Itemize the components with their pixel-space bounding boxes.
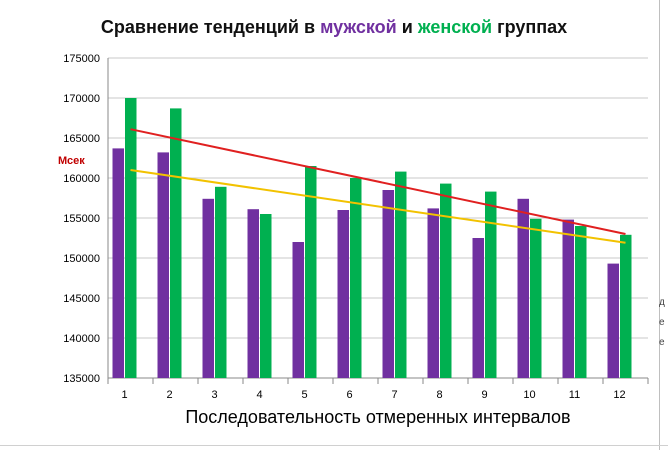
bar-series2: [215, 186, 227, 378]
bar-series1: [247, 209, 259, 378]
y-tick-label: 160000: [63, 173, 100, 185]
bar-series1: [517, 198, 529, 378]
title-part-5: группах: [492, 17, 568, 37]
clipped-side-text: д е е: [659, 297, 665, 348]
y-axis-label: Мсек: [58, 155, 85, 167]
bar-series1: [427, 208, 439, 378]
y-tick-label: 165000: [63, 133, 100, 145]
bar-series2: [260, 214, 272, 378]
bar-series2: [440, 183, 452, 378]
x-tick-label: 11: [569, 389, 580, 401]
x-tick-label: 6: [346, 389, 352, 401]
x-tick-label: 5: [301, 389, 307, 401]
y-tick-label: 170000: [63, 93, 100, 105]
title-part-3: и: [396, 17, 418, 37]
title-female-word: женской: [417, 17, 493, 37]
trendline-1: [130, 128, 626, 235]
x-tick-label: 2: [166, 389, 172, 401]
chart-bottom-border: [0, 445, 668, 446]
bar-series1: [337, 210, 349, 378]
bar-series1: [382, 190, 394, 378]
bar-series1: [202, 198, 214, 378]
bar-series1: [112, 148, 124, 378]
x-tick-label: 10: [523, 389, 535, 401]
y-tick-label: 135000: [63, 373, 100, 385]
y-tick-label: 175000: [63, 53, 100, 65]
chart-right-border: [659, 0, 660, 450]
bar-series2: [125, 98, 137, 378]
bar-series1: [607, 263, 619, 378]
bar-series1: [292, 242, 304, 378]
bar-series1: [472, 238, 484, 378]
x-tick-label: 8: [436, 389, 442, 401]
bar-series2: [485, 191, 497, 378]
y-tick-label: 140000: [63, 333, 100, 345]
bar-series2: [575, 226, 587, 378]
x-tick-label: 7: [391, 389, 397, 401]
x-tick-label: 1: [121, 389, 127, 401]
x-tick-label: 4: [256, 389, 262, 401]
y-tick-label: 150000: [63, 253, 100, 265]
x-tick-label: 3: [211, 389, 217, 401]
y-tick-label: 145000: [63, 293, 100, 305]
x-tick-label: 9: [481, 389, 487, 401]
y-tick-label: 155000: [63, 213, 100, 225]
bar-series2: [305, 166, 317, 378]
bar-series1: [562, 219, 574, 378]
x-axis-label: Последовательность отмеренных интервалов: [185, 407, 571, 427]
bar-series2: [170, 108, 182, 379]
x-tick-label: 12: [613, 389, 625, 401]
bar-series2: [530, 218, 542, 378]
title-part-1: Сравнение тенденций в: [100, 17, 321, 37]
chart-title: Сравнение тенденций в мужской и женской …: [0, 17, 668, 38]
bar-series2: [620, 234, 632, 378]
trendline-2: [130, 169, 626, 244]
title-male-word: мужской: [320, 17, 397, 37]
bar-series2: [350, 178, 362, 378]
bar-series2: [395, 171, 407, 378]
bar-series1: [157, 152, 169, 378]
